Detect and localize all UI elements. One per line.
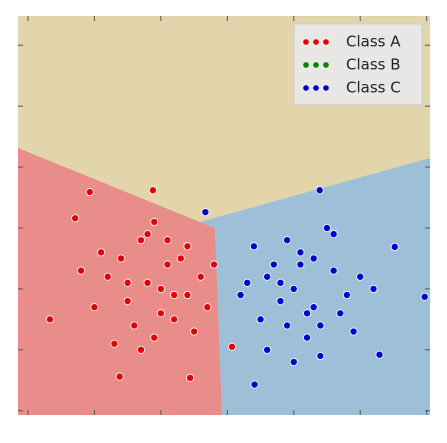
legend-marker [322, 61, 330, 69]
point [136, 345, 145, 354]
point [342, 290, 351, 299]
point [196, 272, 205, 281]
point [115, 372, 124, 381]
point [143, 278, 152, 287]
point [190, 327, 199, 336]
point [170, 290, 179, 299]
point [369, 284, 378, 293]
point [163, 260, 172, 269]
point [243, 278, 252, 287]
point [148, 186, 157, 195]
region-a [18, 148, 222, 415]
point [356, 272, 365, 281]
legend-marker [312, 61, 320, 69]
point [276, 278, 285, 287]
point [329, 230, 338, 239]
point [156, 309, 165, 318]
point [130, 321, 139, 330]
point [227, 342, 236, 351]
point [309, 303, 318, 312]
point [117, 254, 126, 263]
point [143, 230, 152, 239]
point [316, 351, 325, 360]
point [289, 284, 298, 293]
point [150, 333, 159, 342]
point [210, 260, 219, 269]
point [136, 236, 145, 245]
point [45, 315, 54, 324]
point [329, 266, 338, 275]
point [420, 292, 429, 301]
point [349, 327, 358, 336]
point [303, 333, 312, 342]
point [71, 214, 80, 223]
point [186, 373, 195, 382]
legend: Class A Class B Class C [293, 23, 423, 106]
point [296, 260, 305, 269]
point [170, 315, 179, 324]
legend-marker [312, 84, 320, 92]
point [183, 242, 192, 251]
point [85, 188, 94, 197]
point [250, 380, 259, 389]
point [123, 297, 132, 306]
point [283, 321, 292, 330]
point [390, 242, 399, 251]
point [322, 223, 331, 232]
point [315, 186, 324, 195]
point [309, 254, 318, 263]
point [249, 242, 258, 251]
point [296, 248, 305, 257]
point [316, 321, 325, 330]
point [97, 248, 106, 257]
point [163, 236, 172, 245]
legend-marker [302, 61, 310, 69]
point [263, 345, 272, 354]
legend-marker [302, 38, 310, 46]
point [203, 303, 212, 312]
point [90, 303, 99, 312]
point [256, 315, 265, 324]
point [77, 266, 86, 275]
point [201, 208, 210, 217]
point [110, 339, 119, 348]
legend-marker [322, 38, 330, 46]
legend-marker [302, 84, 310, 92]
point [236, 290, 245, 299]
point [176, 254, 185, 263]
point [156, 284, 165, 293]
point [276, 297, 285, 306]
point [289, 358, 298, 367]
point [303, 309, 312, 318]
point [336, 309, 345, 318]
legend-label: Class B [346, 56, 401, 74]
point [103, 272, 112, 281]
point [183, 290, 192, 299]
point [263, 272, 272, 281]
legend-marker [322, 84, 330, 92]
legend-label: Class A [346, 33, 401, 51]
point [150, 217, 159, 226]
legend-label: Class C [346, 79, 401, 97]
legend-marker [312, 38, 320, 46]
point [269, 260, 278, 269]
point [123, 278, 132, 287]
point [283, 236, 292, 245]
region-c [200, 158, 430, 415]
point [375, 350, 384, 359]
